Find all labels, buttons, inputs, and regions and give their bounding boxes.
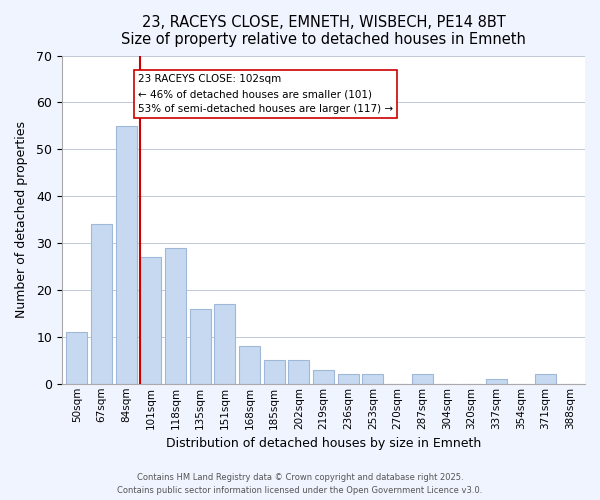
Bar bbox=[486, 379, 506, 384]
Bar bbox=[140, 257, 161, 384]
Bar bbox=[239, 346, 260, 384]
Text: Contains HM Land Registry data © Crown copyright and database right 2025.
Contai: Contains HM Land Registry data © Crown c… bbox=[118, 474, 482, 495]
Bar bbox=[412, 374, 433, 384]
Y-axis label: Number of detached properties: Number of detached properties bbox=[15, 121, 28, 318]
X-axis label: Distribution of detached houses by size in Emneth: Distribution of detached houses by size … bbox=[166, 437, 481, 450]
Bar bbox=[264, 360, 284, 384]
Bar bbox=[362, 374, 383, 384]
Bar bbox=[91, 224, 112, 384]
Bar bbox=[165, 248, 186, 384]
Bar bbox=[313, 370, 334, 384]
Bar bbox=[214, 304, 235, 384]
Bar bbox=[190, 308, 211, 384]
Text: 23 RACEYS CLOSE: 102sqm
← 46% of detached houses are smaller (101)
53% of semi-d: 23 RACEYS CLOSE: 102sqm ← 46% of detache… bbox=[138, 74, 393, 114]
Bar bbox=[289, 360, 310, 384]
Bar bbox=[116, 126, 137, 384]
Bar bbox=[67, 332, 88, 384]
Title: 23, RACEYS CLOSE, EMNETH, WISBECH, PE14 8BT
Size of property relative to detache: 23, RACEYS CLOSE, EMNETH, WISBECH, PE14 … bbox=[121, 15, 526, 48]
Bar bbox=[338, 374, 359, 384]
Bar bbox=[535, 374, 556, 384]
